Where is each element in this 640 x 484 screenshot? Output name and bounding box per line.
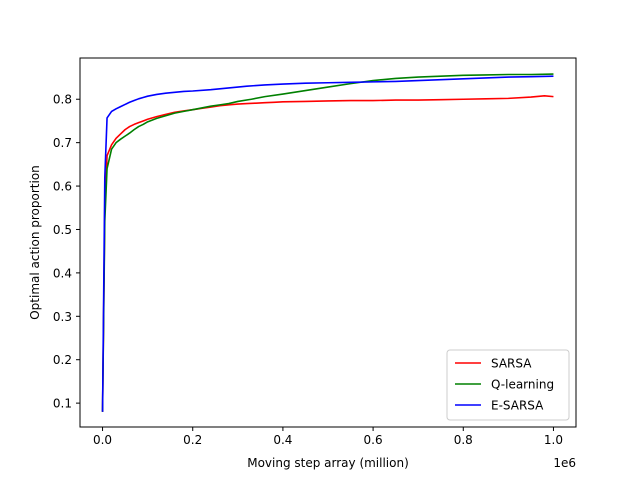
x-axis-offset-label: 1e6 [553, 456, 576, 470]
x-tick-label: 0.8 [454, 433, 473, 447]
y-tick-label: 0.7 [53, 136, 72, 150]
legend-box [446, 349, 570, 421]
x-tick-label: 0.0 [93, 433, 112, 447]
y-tick-label: 0.1 [53, 397, 72, 411]
y-axis: 0.1 0.2 0.3 0.4 0.5 0.6 0.7 0.8 [53, 93, 80, 411]
y-axis-label: Optimal action proportion [28, 165, 42, 320]
series-line-q-learning [101, 73, 554, 412]
legend-label: SARSA [491, 357, 532, 371]
y-tick-label: 0.2 [53, 353, 72, 367]
x-tick-label: 0.4 [273, 433, 292, 447]
legend: SARSA Q-learning E-SARSA [446, 349, 570, 421]
x-tick-label: 0.6 [364, 433, 383, 447]
series-line-sarsa [101, 94, 554, 412]
plot-frame [79, 57, 577, 428]
series-layer [101, 73, 554, 412]
legend-label: Q-learning [491, 378, 554, 392]
x-axis: 0.0 0.2 0.4 0.6 0.8 1.0 [93, 427, 563, 447]
y-tick-label: 0.8 [53, 93, 72, 107]
y-tick-label: 0.3 [53, 310, 72, 324]
y-tick-label: 0.4 [53, 266, 72, 280]
y-tick-label: 0.5 [53, 223, 72, 237]
y-tick-label: 0.6 [53, 180, 72, 194]
x-axis-label: Moving step array (million) [247, 456, 409, 470]
x-tick-label: 0.2 [183, 433, 202, 447]
series-line-e-sarsa [101, 75, 554, 412]
legend-label: E-SARSA [491, 399, 544, 413]
x-tick-label: 1.0 [544, 433, 563, 447]
